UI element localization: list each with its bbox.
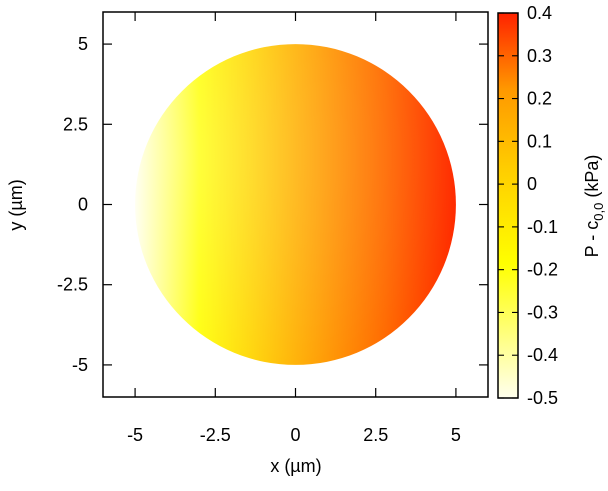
colorbar-tick-label: -0.5 bbox=[527, 388, 558, 408]
y-axis-label: y (µm) bbox=[6, 179, 26, 230]
y-tick-label: -5 bbox=[72, 355, 88, 375]
y-axis-ticks: -5 -2.5 0 2.5 5 bbox=[57, 34, 488, 375]
y-tick-label: -2.5 bbox=[57, 275, 88, 295]
x-axis-label: x (µm) bbox=[270, 456, 321, 476]
colorbar-tick-label: 0.4 bbox=[527, 3, 552, 23]
y-tick-label: 5 bbox=[78, 34, 88, 54]
x-axis-ticks: -5 -2.5 0 2.5 5 bbox=[127, 12, 461, 445]
colorbar-label: P - c0,0 (kPa) bbox=[582, 155, 606, 258]
colorbar-tick-label: 0.1 bbox=[527, 131, 552, 151]
colorbar-tick-label: 0.2 bbox=[527, 89, 552, 109]
colorbar-ticks: 0.4 0.3 0.2 0.1 0 -0.1 -0.2 -0.3 -0.4 -0.5 bbox=[498, 3, 558, 408]
colorbar-tick-label: -0.2 bbox=[527, 260, 558, 280]
x-tick-label: -5 bbox=[127, 425, 143, 445]
x-tick-label: 5 bbox=[451, 425, 461, 445]
colorbar-tick-label: 0.3 bbox=[527, 46, 552, 66]
colorbar bbox=[497, 12, 519, 399]
colorbar-tick-label: -0.1 bbox=[527, 217, 558, 237]
y-tick-label: 2.5 bbox=[63, 114, 88, 134]
x-tick-label: -2.5 bbox=[200, 425, 231, 445]
colorbar-tick-label: -0.3 bbox=[527, 302, 558, 322]
y-tick-label: 0 bbox=[78, 195, 88, 215]
colorbar-tick-label: -0.4 bbox=[527, 345, 558, 365]
colorbar-label-subscript: 0,0 bbox=[591, 203, 606, 221]
x-tick-label: 2.5 bbox=[363, 425, 388, 445]
colorbar-label-main: P - c bbox=[582, 221, 602, 258]
colorbar-tick-label: 0 bbox=[527, 174, 537, 194]
x-tick-label: 0 bbox=[290, 425, 300, 445]
colorbar-label-unit: (kPa) bbox=[582, 155, 602, 203]
heatmap-field bbox=[135, 44, 456, 365]
pressure-disk-shading bbox=[135, 44, 456, 365]
